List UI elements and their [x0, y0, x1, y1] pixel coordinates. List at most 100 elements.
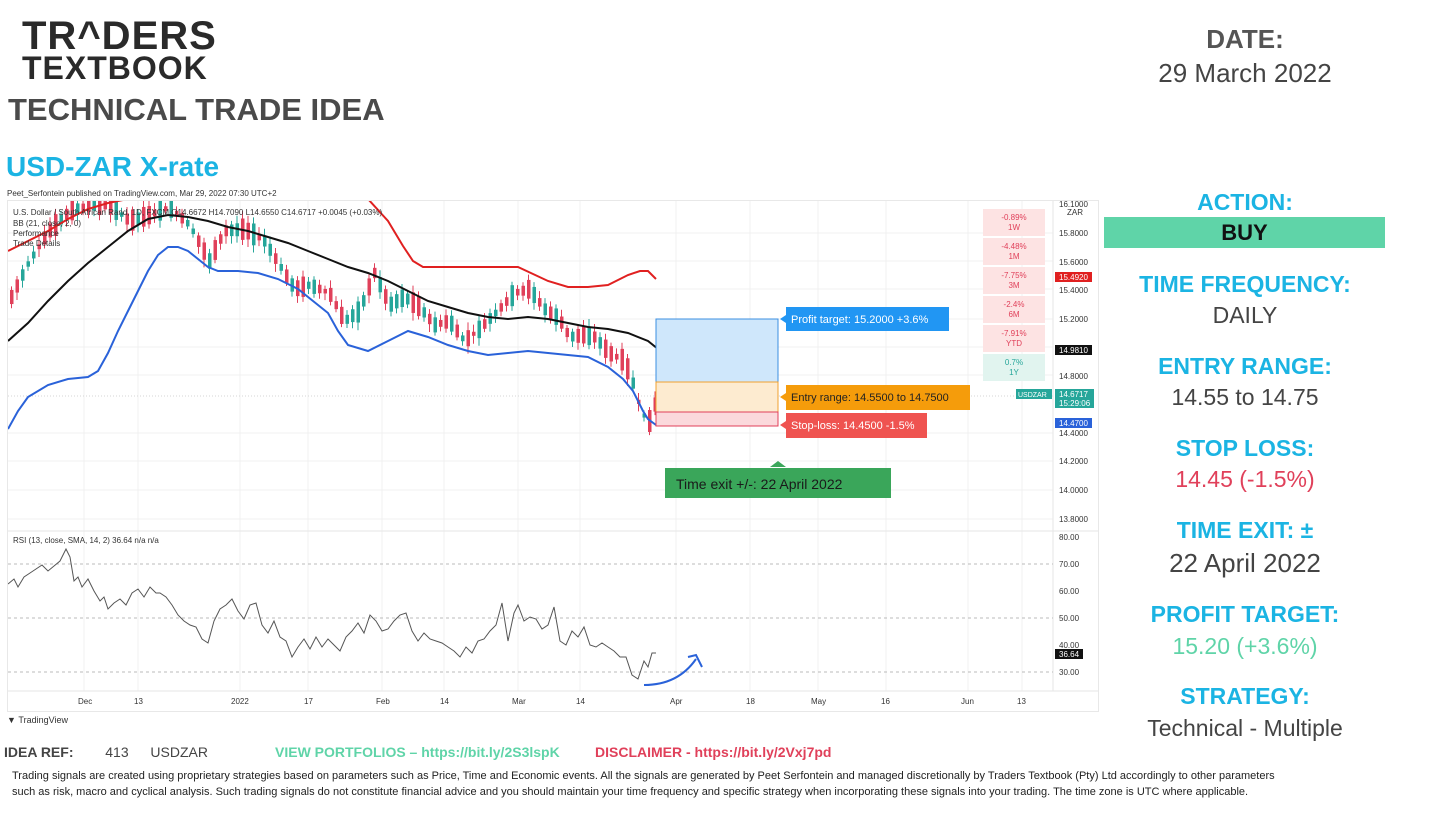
candle-body [153, 209, 157, 217]
price-tick: 15.6000 [1059, 258, 1088, 267]
candle-body [373, 267, 377, 279]
disclaimer-link[interactable]: DISCLAIMER - https://bit.ly/2Vxj7pd [595, 744, 832, 760]
candle-body [499, 303, 503, 312]
candle-body [565, 327, 569, 338]
basis-price-tag [1055, 345, 1092, 355]
entry-zone [655, 381, 779, 413]
candle-body [653, 397, 657, 412]
bb-basis [7, 213, 659, 350]
candle-body [70, 200, 74, 221]
profit-target-text: Profit target: 15.2000 +3.6% [791, 314, 929, 326]
entry-range-tag[interactable] [786, 385, 970, 410]
price-axis-header: ZAR [1067, 208, 1083, 217]
performance-period: 3M [1008, 281, 1019, 290]
time-axis[interactable]: Dec 13 2022 17 Feb 14 Mar 14 Apr 18 May … [78, 697, 1026, 706]
chart-panel[interactable]: Profit target: 15.2000 +3.6% Entry range… [7, 189, 1099, 712]
candle-body [142, 206, 146, 227]
candle-body [488, 313, 492, 324]
candle-body [329, 287, 333, 302]
time-exit-tag-pointer [770, 461, 786, 467]
stop-loss-tag[interactable] [786, 413, 927, 438]
price-tick: 14.2000 [1059, 457, 1088, 466]
candle-body [345, 314, 349, 324]
profit-target-label: PROFIT TARGET: [1150, 601, 1340, 627]
disclaimer-text: Trading signals are created using propri… [12, 770, 1275, 798]
action-badge: BUY [1104, 217, 1385, 248]
candle-body [356, 301, 360, 323]
candle-body [164, 206, 168, 211]
time-tick: Feb [376, 697, 390, 706]
candle-body [516, 288, 520, 296]
candle-body [571, 331, 575, 342]
price-axis[interactable]: 16.1000 ZAR 15.8000 15.6000 15.4000 15.2… [1059, 200, 1088, 524]
candle-body [461, 335, 465, 342]
candle-body [59, 214, 63, 225]
action-label: ACTION: [1197, 189, 1293, 215]
candle-body [202, 242, 206, 260]
profit-target-tag-pointer [780, 315, 786, 323]
candle-body [103, 201, 107, 210]
time-tick: Apr [670, 697, 683, 706]
candle-body [334, 301, 338, 310]
rsi-tick: 30.00 [1059, 668, 1080, 677]
candle-body [147, 206, 151, 225]
rsi-axis[interactable]: 80.00 70.00 60.00 50.00 40.00 30.00 [1059, 533, 1080, 677]
candle-body [92, 200, 96, 211]
price-tick: 16.1000 [1059, 201, 1088, 209]
profit-target-value: 15.20 (+3.6%) [1172, 633, 1318, 659]
candle-body [411, 292, 415, 313]
legend-trade-details[interactable]: Trade Details [13, 239, 60, 248]
candle-body [323, 288, 327, 294]
candle-body [131, 209, 135, 231]
candle-body [477, 320, 481, 339]
candle-body [169, 198, 173, 218]
candle-body [219, 234, 223, 244]
time-tick: 13 [134, 697, 143, 706]
chart-svg[interactable]: Profit target: 15.2000 +3.6% Entry range… [7, 189, 1098, 711]
candle-body [626, 358, 630, 380]
performance-value: -0.89% [1001, 213, 1026, 222]
candle-body [279, 264, 283, 271]
last-price-text: 14.6717 [1059, 390, 1088, 399]
date-value: 29 March 2022 [1158, 58, 1332, 88]
rsi-arrow-head [687, 653, 703, 668]
candle-body [527, 279, 531, 299]
candle-body [15, 279, 19, 293]
time-tick: 14 [576, 697, 585, 706]
time-exit-tag[interactable] [665, 468, 891, 498]
performance-cell [983, 238, 1045, 265]
strategy-label: STRATEGY: [1180, 683, 1310, 709]
entry-range-value: 14.55 to 14.75 [1171, 384, 1319, 410]
candle-body [505, 297, 509, 306]
candle-body [439, 319, 443, 327]
view-portfolios-link[interactable]: VIEW PORTFOLIOS – https://bit.ly/2S3lspK [275, 744, 560, 760]
time-tick: 17 [304, 697, 313, 706]
candle-body [444, 315, 448, 329]
candle-body [532, 286, 536, 304]
candle-body [367, 278, 371, 296]
profit-zone [655, 318, 779, 383]
candle-body [213, 240, 217, 260]
candle-body [406, 293, 410, 305]
candle-body [549, 306, 553, 320]
legend-performance[interactable]: Performance [13, 229, 59, 238]
time-exit-text: Time exit +/-: 22 April 2022 [676, 476, 843, 492]
performance-value: -2.4% [1004, 300, 1025, 309]
rsi-tick: 80.00 [1059, 533, 1080, 542]
candle-body [54, 214, 58, 236]
stop-loss-value: 14.45 (-1.5%) [1175, 466, 1315, 492]
candle-body [257, 235, 261, 241]
stop-loss-text: Stop-loss: 14.4500 -1.5% [791, 420, 915, 432]
candle-body [318, 284, 322, 294]
rsi-tick: 50.00 [1059, 614, 1080, 623]
profit-target-tag[interactable] [786, 307, 949, 331]
price-grid [8, 201, 1053, 691]
bb-upper-band [7, 198, 657, 288]
time-tick: Dec [78, 697, 92, 706]
time-exit-label: TIME EXIT: ± [1176, 517, 1314, 543]
performance-value: 0.7% [1005, 358, 1023, 367]
price-tick: 14.8000 [1059, 372, 1088, 381]
performance-value: -4.48% [1001, 242, 1026, 251]
candle-body [609, 346, 613, 362]
tv-icon: ▼ [7, 715, 19, 725]
